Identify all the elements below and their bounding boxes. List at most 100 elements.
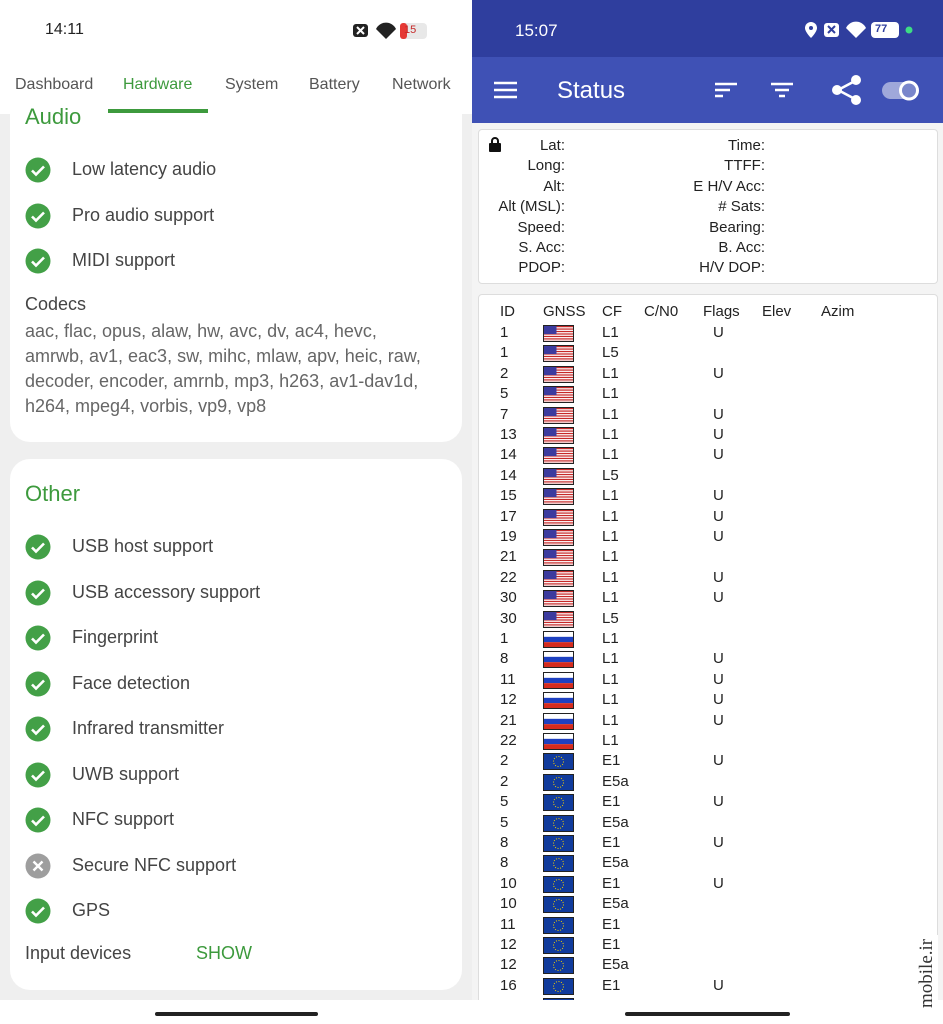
feature-label: UWB support — [72, 763, 180, 784]
gnss-flag — [543, 325, 574, 342]
feature-label: Low latency audio — [72, 159, 217, 179]
sat-id: 15 — [500, 487, 517, 505]
carrier-frequency: L1 — [602, 650, 619, 668]
nav-handle — [155, 1012, 318, 1016]
gnss-flag — [543, 835, 574, 852]
watermark: mobile.ir — [916, 934, 938, 1012]
location-label: B. Acc: — [718, 239, 765, 256]
gnss-flag — [543, 427, 574, 444]
sat-flags: U — [713, 711, 724, 729]
sat-flags: U — [713, 405, 724, 423]
show-button[interactable]: SHOW — [196, 943, 252, 963]
location-label: TTFF: — [724, 157, 765, 175]
sat-id: 22 — [500, 568, 517, 586]
sat-id: 30 — [500, 589, 517, 607]
carrier-frequency: L1 — [602, 670, 619, 688]
location-label: Long: — [527, 157, 565, 175]
sat-id: 11 — [500, 670, 516, 688]
gnss-flag — [543, 916, 574, 934]
sat-id: 30 — [500, 609, 517, 627]
sat-id: 12 — [500, 956, 517, 974]
carrier-frequency: L1 — [602, 630, 619, 647]
carrier-frequency: E1 — [602, 976, 621, 994]
sat-id: 14 — [500, 466, 517, 484]
tab[interactable]: Dashboard — [15, 76, 94, 93]
sat-flags: U — [713, 650, 724, 668]
sat-flags: U — [713, 589, 724, 607]
gnss-flag — [543, 365, 574, 383]
column-header: Elev — [762, 303, 792, 320]
tab[interactable]: Network — [392, 76, 451, 93]
sat-id: 10 — [500, 874, 517, 892]
carrier-frequency: L5 — [602, 344, 619, 362]
check-icon — [25, 807, 51, 833]
feature-label: Fingerprint — [72, 627, 159, 647]
feature-label: Secure NFC support — [72, 854, 237, 875]
sat-id: 17 — [500, 507, 517, 525]
sat-flags: U — [713, 507, 724, 525]
check-icon — [25, 898, 51, 924]
sat-id: 12 — [500, 936, 517, 953]
sat-id: 1 — [500, 344, 509, 362]
gnss-flag — [543, 651, 574, 669]
feature-label: USB host support — [72, 536, 214, 556]
carrier-frequency: L1 — [602, 487, 619, 505]
tab[interactable]: Hardware — [123, 76, 193, 93]
carrier-frequency: E1 — [602, 752, 621, 770]
gnss-flag — [543, 896, 574, 914]
sat-flags: U — [713, 874, 724, 892]
gnss-flag — [543, 712, 574, 730]
toolbar-icons — [494, 75, 919, 105]
carrier-frequency: L5 — [602, 609, 619, 627]
carrier-frequency: L5 — [602, 466, 619, 484]
feature-label: USB accessory support — [72, 581, 261, 602]
check-icon — [25, 716, 51, 742]
sat-id: 21 — [500, 711, 517, 729]
sat-id: 5 — [500, 793, 509, 811]
sat-flags: U — [713, 364, 724, 382]
feature-label: Infrared transmitter — [72, 718, 225, 738]
gnss-flag — [543, 671, 574, 689]
gnss-flag — [543, 753, 574, 771]
tab[interactable]: Battery — [309, 76, 360, 93]
sat-id: 1 — [500, 324, 509, 341]
location-label: Lat: — [539, 137, 565, 154]
check-icon — [25, 762, 51, 787]
carrier-frequency: E1 — [602, 915, 621, 933]
gnss-flag — [543, 406, 574, 424]
location-label: Alt (MSL): — [498, 198, 565, 216]
feature-label: GPS — [72, 900, 111, 920]
carrier-frequency: L1 — [602, 691, 619, 709]
toolbar — [472, 57, 943, 123]
location-label: PDOP: — [518, 259, 565, 277]
carrier-frequency: L1 — [602, 568, 619, 586]
feature-label: Face detection — [72, 672, 191, 693]
gnss-flag — [543, 549, 574, 567]
lock-icon — [489, 137, 501, 152]
carrier-frequency: E1 — [602, 874, 621, 892]
gnss-flag — [543, 875, 574, 893]
sat-id: 7 — [500, 405, 509, 423]
check-icon — [25, 625, 51, 651]
input-devices-label: Input devices — [25, 943, 132, 963]
carrier-frequency: E5a — [602, 895, 629, 913]
gnss-flag — [543, 998, 574, 1000]
sat-id: 10 — [500, 895, 517, 913]
tab-bar — [0, 60, 472, 114]
sat-flags: U — [713, 976, 724, 994]
tab-indicator — [108, 109, 208, 113]
right-phone: 15:07 77 Status ID GNSS CF C/N0 Flags Elev Azi… — [472, 0, 943, 1024]
cross-icon — [25, 853, 51, 878]
check-icon — [25, 203, 51, 228]
section-title: Audio — [25, 104, 82, 129]
location-label: Bearing: — [709, 218, 765, 236]
location-label: H/V DOP: — [699, 259, 765, 277]
feature-label: MIDI support — [72, 250, 176, 270]
column-header: CF — [602, 303, 622, 320]
sat-flags: U — [713, 528, 724, 545]
column-header: ID — [500, 303, 515, 320]
sat-flags: U — [713, 568, 724, 586]
codecs-label: Codecs — [25, 294, 87, 314]
tab[interactable]: System — [225, 76, 279, 93]
